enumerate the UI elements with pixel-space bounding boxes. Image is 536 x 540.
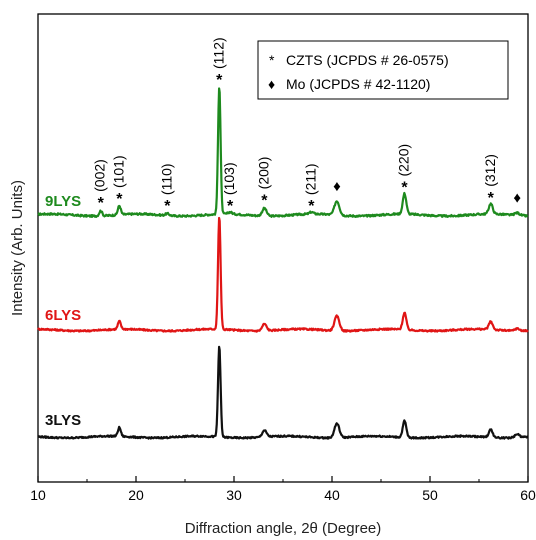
legend-label-czts: CZTS (JCPDS # 26-0575) — [286, 52, 449, 68]
x-tick-label: 20 — [128, 487, 144, 503]
peak-label: (211) — [302, 163, 318, 195]
czts-marker: * — [164, 198, 171, 215]
legend-marker-mo: ♦ — [268, 76, 275, 92]
peak-label: (112) — [210, 37, 226, 69]
series-line-6lys — [37, 216, 529, 333]
x-tick-label: 50 — [422, 487, 438, 503]
mo-marker: ♦ — [513, 189, 521, 206]
czts-marker: * — [116, 191, 123, 208]
czts-marker: * — [308, 198, 315, 215]
legend-marker-czts: * — [269, 52, 275, 68]
mo-marker: ♦ — [333, 178, 341, 195]
peak-label: (312) — [482, 154, 498, 187]
series-line-9lys — [37, 87, 529, 218]
series-label-3lys: 3LYS — [45, 412, 81, 429]
legend-box — [257, 40, 509, 100]
series-label-9lys: 9LYS — [45, 193, 81, 210]
legend: * CZTS (JCPDS # 26-0575) ♦ Mo (JCPDS # 4… — [257, 40, 509, 100]
x-axis-ticks: 10 20 30 40 50 60 — [30, 476, 536, 503]
series-group — [37, 87, 529, 440]
y-axis-title: Intensity (Arb. Units) — [9, 180, 26, 316]
x-tick-label: 40 — [324, 487, 340, 503]
peak-annotations: * (002) * (101) * (110) * (112) * (103) * (200) * (21… — [92, 37, 522, 215]
czts-marker: * — [98, 195, 105, 212]
czts-marker: * — [227, 198, 234, 215]
x-axis-title: Diffraction angle, 2θ (Degree) — [185, 520, 382, 537]
czts-marker: * — [488, 190, 495, 207]
x-tick-label: 10 — [30, 487, 46, 503]
peak-label: (101) — [110, 155, 126, 188]
czts-marker: * — [216, 72, 223, 89]
peak-label: (103) — [221, 162, 237, 195]
czts-marker: * — [401, 180, 408, 197]
series-labels: 9LYS 6LYS 3LYS — [45, 193, 81, 429]
x-tick-label: 60 — [520, 487, 536, 503]
series-line-3lys — [37, 345, 529, 440]
peak-label: (220) — [396, 144, 412, 177]
x-tick-label: 30 — [226, 487, 242, 503]
series-label-6lys: 6LYS — [45, 307, 81, 324]
peak-label: (110) — [158, 163, 174, 195]
czts-marker: * — [261, 192, 268, 209]
peak-label: (002) — [92, 159, 108, 192]
legend-label-mo: Mo (JCPDS # 42-1120) — [286, 76, 430, 92]
peak-label: (200) — [255, 157, 271, 190]
